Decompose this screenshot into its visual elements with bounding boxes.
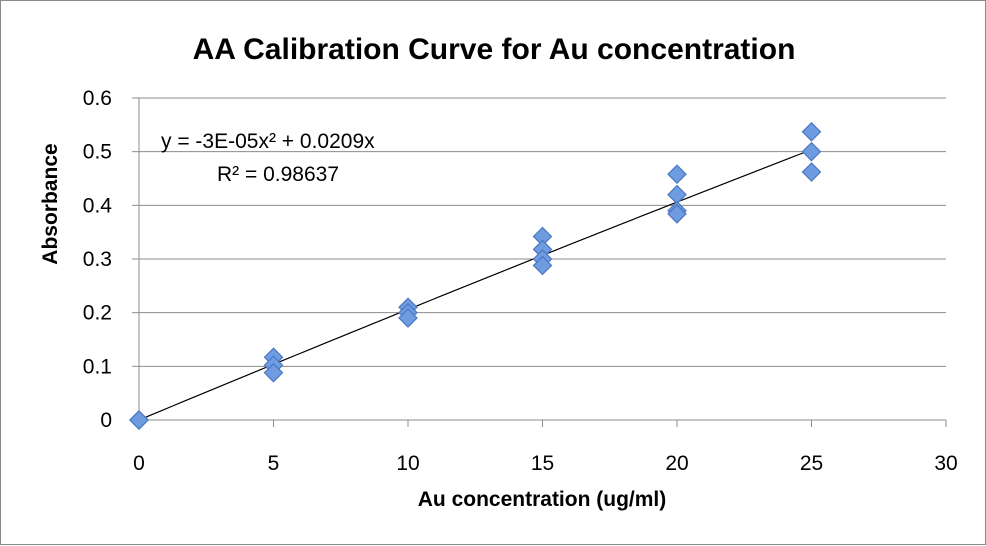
y-axis-label: Absorbance xyxy=(39,143,62,264)
x-tick-label: 0 xyxy=(133,452,145,475)
x-axis-label: Au concentration (ug/ml) xyxy=(418,488,667,511)
trendline-curve xyxy=(138,149,812,421)
y-tick-label: 0.2 xyxy=(83,302,112,325)
x-tick-label: 30 xyxy=(934,452,957,475)
data-point xyxy=(398,308,418,328)
data-points xyxy=(129,121,822,430)
trendline xyxy=(138,149,812,421)
tick-labels: 0 0.1 0.2 0.3 0.4 0.5 0.6 0 5 10 15 20 25 30 xyxy=(83,87,958,475)
trendline-r2: R² = 0.98637 xyxy=(217,163,339,186)
x-tick-label: 25 xyxy=(800,452,823,475)
trendline-equation: y = -3E-05x² + 0.0209x xyxy=(161,130,375,153)
x-tick-label: 15 xyxy=(531,452,554,475)
x-tick-label: 10 xyxy=(396,452,419,475)
data-point xyxy=(801,141,822,162)
data-point xyxy=(801,162,822,182)
data-point xyxy=(532,255,553,276)
data-point xyxy=(667,204,687,224)
y-tick-label: 0 xyxy=(100,409,112,432)
x-tick-label: 5 xyxy=(268,452,280,475)
y-tick-label: 0.3 xyxy=(83,248,112,271)
data-point xyxy=(263,362,284,383)
data-point xyxy=(801,121,822,142)
y-tick-label: 0.4 xyxy=(83,194,113,217)
y-tick-label: 0.6 xyxy=(83,87,112,110)
x-tick-label: 20 xyxy=(665,452,688,475)
chart-title: AA Calibration Curve for Au concentratio… xyxy=(193,33,796,66)
data-point xyxy=(129,410,149,430)
data-point xyxy=(667,164,687,185)
y-tick-label: 0.5 xyxy=(83,141,112,164)
y-tick-label: 0.1 xyxy=(83,355,112,378)
